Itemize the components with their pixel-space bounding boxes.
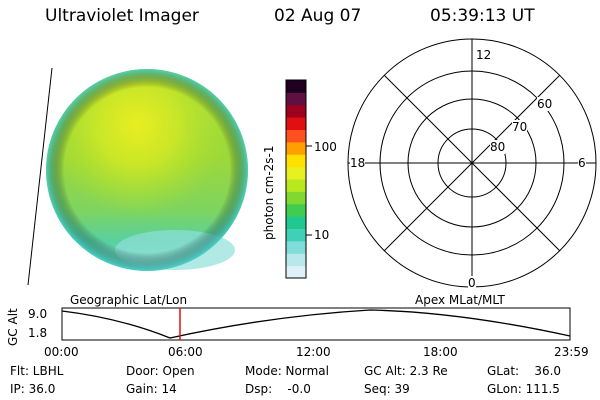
- timeline-x-tick-1200: 12:00: [296, 345, 331, 359]
- colorbar-tick-100: 100: [314, 140, 337, 154]
- colorbar-segment: [286, 240, 306, 254]
- info-glat: GLat: 36.0: [487, 364, 562, 378]
- colorbar-tick-10: 10: [314, 228, 330, 242]
- info-gc-alt: GC Alt: 2.3 Re: [364, 364, 448, 378]
- timeline-y-tick-9: 9.0: [28, 307, 48, 321]
- timeline-right-title: Apex MLat/MLT: [415, 293, 505, 307]
- ring-label-70: 70: [512, 120, 528, 134]
- instrument-title: Ultraviolet Imager: [45, 6, 199, 26]
- clock-label-12: 12: [476, 48, 492, 62]
- colorbar-frame: [285, 79, 307, 279]
- clock-label-18: 18: [350, 156, 366, 170]
- timeline-x-tick-0600: 06:00: [168, 345, 203, 359]
- timeline-x-tick-2359: 23:59: [554, 345, 589, 359]
- timeline-frame: [61, 307, 571, 341]
- orbit-altitude-curve: [61, 309, 571, 339]
- clock-label-6: 6: [578, 156, 586, 170]
- info-dsp: Dsp: -0.0: [245, 382, 311, 396]
- colorbar-segment: [286, 80, 306, 93]
- info-filter: Flt: LBHL: [10, 364, 64, 378]
- info-seq: Seq: 39: [364, 382, 410, 396]
- info-mode: Mode: Normal: [245, 364, 329, 378]
- colorbar-segment: [286, 191, 306, 205]
- timeline-x-tick-1800: 18:00: [423, 345, 458, 359]
- timeline-y-tick-1: 1.8: [28, 326, 48, 340]
- colorbar-segment: [286, 104, 306, 118]
- colorbar-segment: [286, 216, 306, 229]
- colorbar-segment: [286, 203, 306, 217]
- observation-time: 05:39:13 UT: [430, 6, 535, 26]
- info-gain: Gain: 14: [126, 382, 177, 396]
- observation-date: 02 Aug 07: [274, 6, 362, 26]
- colorbar-segment: [286, 141, 306, 155]
- info-ip: IP: 36.0: [10, 382, 56, 396]
- colorbar-segment: [286, 117, 306, 130]
- ring-label-60: 60: [537, 97, 553, 111]
- timeline-left-title: Geographic Lat/Lon: [70, 293, 188, 307]
- info-door: Door: Open: [126, 364, 195, 378]
- colorbar-segment: [286, 265, 306, 279]
- info-glon: GLon: 111.5: [487, 382, 560, 396]
- colorbar-segment: [286, 92, 306, 106]
- colorbar-segment: [286, 179, 306, 192]
- colorbar-segment: [286, 253, 306, 267]
- terminator-line: [27, 67, 53, 286]
- colorbar-segment: [286, 228, 306, 242]
- timeline-x-tick-0000: 00:00: [44, 345, 79, 359]
- polar-diagonal: [383, 74, 561, 252]
- colorbar-segment: [286, 166, 306, 180]
- colorbar-segment: [286, 129, 306, 143]
- ring-label-80: 80: [490, 140, 506, 154]
- colorbar-segment: [286, 154, 306, 168]
- disk-rim: [46, 69, 248, 271]
- clock-label-0: 0: [468, 276, 476, 290]
